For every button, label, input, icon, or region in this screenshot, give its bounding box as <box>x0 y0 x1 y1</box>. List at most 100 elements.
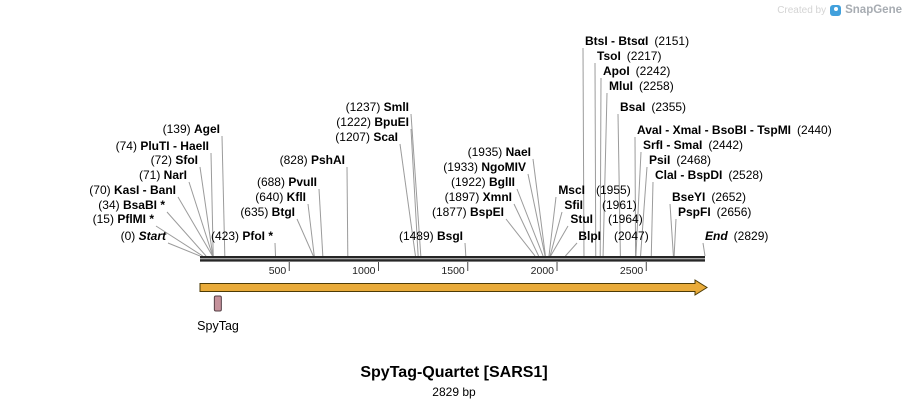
site-connector-line <box>166 211 207 257</box>
site-name: BspEI <box>469 205 504 219</box>
map-boundary-label[interactable]: (0) Start <box>121 230 166 243</box>
site-position: (828) <box>279 153 308 167</box>
site-connector-line <box>594 62 597 257</box>
enzyme-site-label[interactable]: PsiI (2468) <box>649 154 711 167</box>
site-position: (2242) <box>635 64 671 78</box>
enzyme-site-label[interactable]: TsoI (2217) <box>597 50 661 63</box>
site-connector-line <box>346 166 349 257</box>
enzyme-site-label[interactable]: (1877) BspEI <box>432 206 504 219</box>
enzyme-site-label[interactable]: AvaI - XmaI - BsoBI - TspMI (2440) <box>637 124 832 137</box>
map-length: 2829 bp <box>432 385 476 399</box>
enzyme-site-label[interactable]: (72) SfoI <box>151 154 198 167</box>
enzyme-site-label[interactable]: BtsI - BtsαI (2151) <box>585 35 689 48</box>
enzyme-site-label[interactable]: (1222) BpuEI <box>336 116 409 129</box>
enzyme-site-label[interactable]: (635) BtgI <box>240 206 295 219</box>
site-connector-line <box>549 211 563 257</box>
enzyme-site-label[interactable]: ApoI (2242) <box>603 65 670 78</box>
site-position: (2656) <box>716 205 752 219</box>
site-position: (2528) <box>728 168 764 182</box>
enzyme-site-label[interactable]: MscI <box>558 184 585 197</box>
site-position: (1961) <box>602 198 637 212</box>
site-name: End <box>705 229 728 243</box>
site-connector-line <box>296 218 314 257</box>
site-connector-line <box>513 203 540 257</box>
site-name: StuI <box>570 212 593 226</box>
site-name: ApoI <box>603 64 630 78</box>
sequence-arrow-feature[interactable] <box>199 279 708 296</box>
sequence-strand-top[interactable] <box>200 256 705 259</box>
site-name: KasI - BanI <box>113 183 176 197</box>
enzyme-site-label[interactable]: SrfI - SmaI (2442) <box>643 139 743 152</box>
enzyme-site-label[interactable]: PspFI (2656) <box>678 206 751 219</box>
enzyme-site-label[interactable]: MluI (2258) <box>609 80 674 93</box>
site-name: SrfI - SmaI <box>643 138 703 152</box>
site-name: KflI <box>286 190 306 204</box>
site-name: ScaI <box>373 130 398 144</box>
site-connector-line <box>221 135 226 257</box>
enzyme-site-label[interactable]: (15) PflMI * <box>93 213 154 226</box>
site-connector-line <box>188 181 214 257</box>
site-connector-line <box>274 242 277 257</box>
enzyme-site-label[interactable]: (1237) SmlI <box>346 101 409 114</box>
site-name: MluI <box>609 79 633 93</box>
enzyme-site-label[interactable]: (1935) NaeI <box>468 146 531 159</box>
enzyme-site-label[interactable]: BsaI (2355) <box>620 101 686 114</box>
site-position: (2440) <box>797 123 832 137</box>
site-position: (1935) <box>467 145 503 159</box>
enzyme-site-label[interactable]: (688) PvuII <box>257 176 317 189</box>
site-position: (1877) <box>431 205 467 219</box>
site-name: SfiI <box>564 198 583 212</box>
enzyme-site-label[interactable]: ClaI - BspDI (2528) <box>655 169 763 182</box>
site-connector-line <box>673 218 677 257</box>
enzyme-site-label[interactable]: (1933) NgoMIV <box>443 161 526 174</box>
enzyme-site-label[interactable]: (1897) XmnI <box>445 191 512 204</box>
site-name: BglII <box>489 175 515 189</box>
sequence-strand-bottom[interactable] <box>200 259 705 262</box>
enzyme-site-label[interactable]: BlpI <box>578 230 601 243</box>
enzyme-site-label[interactable]: (1922) BglII <box>451 176 515 189</box>
enzyme-site-label[interactable]: (1207) ScaI <box>335 131 398 144</box>
site-name: BpuEI <box>374 115 409 129</box>
site-position[interactable]: (1961) <box>602 199 637 212</box>
site-position[interactable]: (1964) <box>608 213 643 226</box>
map-boundary-label[interactable]: End (2829) <box>705 230 768 243</box>
site-position: (2258) <box>639 79 674 93</box>
site-position: (15) <box>92 212 114 226</box>
site-name: PfoI * <box>242 229 273 243</box>
site-position: (423) <box>210 229 239 243</box>
enzyme-site-label[interactable]: (74) PluTI - HaeII <box>116 140 209 153</box>
site-position[interactable]: (2047) <box>614 230 649 243</box>
enzyme-site-label[interactable]: (640) KflI <box>255 191 306 204</box>
site-position: (70) <box>89 183 111 197</box>
enzyme-site-label[interactable]: (34) BsaBI * <box>98 199 165 212</box>
enzyme-site-label[interactable]: StuI <box>570 213 593 226</box>
site-name: BtgI <box>271 205 295 219</box>
site-position: (2355) <box>651 100 687 114</box>
site-name: AvaI - XmaI - BsoBI - TspMI <box>637 123 792 137</box>
site-name: XmnI <box>482 190 512 204</box>
site-position: (72) <box>150 153 172 167</box>
site-position: (1237) <box>345 100 381 114</box>
site-position[interactable]: (1955) <box>596 184 631 197</box>
enzyme-site-label[interactable]: SfiI <box>564 199 583 212</box>
enzyme-site-label[interactable]: (139) AgeI <box>163 123 220 136</box>
spytag-feature-marker[interactable] <box>213 295 222 312</box>
ruler-tick-label: 1500 <box>441 265 465 277</box>
site-connector-line <box>582 47 585 257</box>
site-connector-line <box>516 188 544 257</box>
site-connector-line <box>177 196 213 257</box>
enzyme-site-label[interactable]: (71) NarI <box>139 169 187 182</box>
feature-label[interactable]: SpyTag <box>197 319 239 333</box>
snapgene-logo-icon <box>830 4 842 16</box>
site-connector-line <box>505 218 536 257</box>
site-position: (2829) <box>733 229 769 243</box>
enzyme-site-label[interactable]: (70) KasI - BanI <box>89 184 176 197</box>
enzyme-site-label[interactable]: (828) PshAI <box>280 154 345 167</box>
enzyme-site-label[interactable]: BseYI (2652) <box>672 191 746 204</box>
site-position: (635) <box>240 205 269 219</box>
site-connector-line <box>702 242 706 257</box>
site-position: (0) <box>120 229 136 243</box>
enzyme-site-label[interactable]: (1489) BsgI <box>399 230 463 243</box>
site-name: PsiI <box>649 153 671 167</box>
enzyme-site-label[interactable]: (423) PfoI * <box>211 230 273 243</box>
